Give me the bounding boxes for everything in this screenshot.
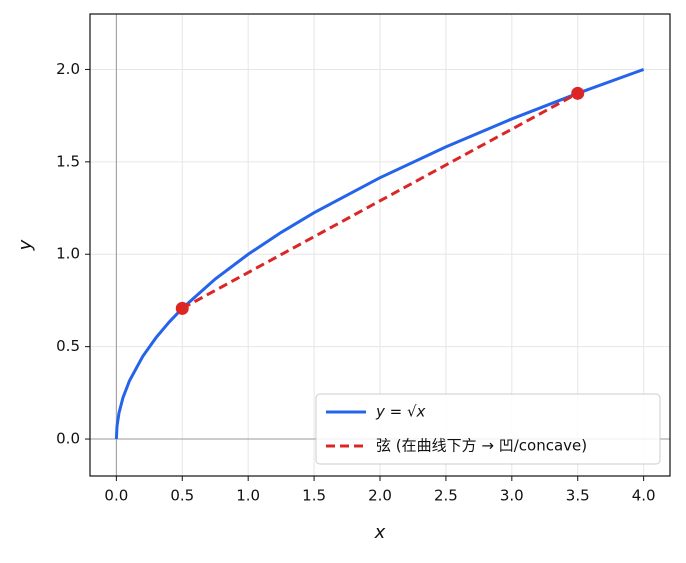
y-tick-label: 2.0 <box>56 60 80 78</box>
point <box>571 86 585 100</box>
y-tick-label: 1.5 <box>56 152 80 170</box>
x-tick-label: 1.5 <box>302 487 326 505</box>
plot-frame <box>89 13 671 477</box>
line <box>181 91 579 310</box>
y-axis-label: y <box>15 239 36 251</box>
x-tick-label: 0.0 <box>104 487 128 505</box>
y-tick-label: 0.0 <box>56 430 80 448</box>
y-tick-label: 0.5 <box>56 337 80 355</box>
x-tick-label: 3.5 <box>566 487 590 505</box>
x-axis-label: x <box>374 522 386 543</box>
legend-label: y = √x <box>375 403 426 421</box>
legend-box <box>315 393 661 465</box>
y-tick-label: 1.0 <box>56 245 80 263</box>
legend-label: 弦 (在曲线下方 → 凹/concave) <box>376 437 587 455</box>
x-tick-label: 4.0 <box>632 487 656 505</box>
line <box>114 68 645 440</box>
x-tick-label: 2.5 <box>434 487 458 505</box>
x-tick-label: 3.0 <box>500 487 524 505</box>
point <box>175 301 189 315</box>
x-tick-label: 2.0 <box>368 487 392 505</box>
x-tick-label: 0.5 <box>170 487 194 505</box>
x-tick-label: 1.0 <box>236 487 260 505</box>
